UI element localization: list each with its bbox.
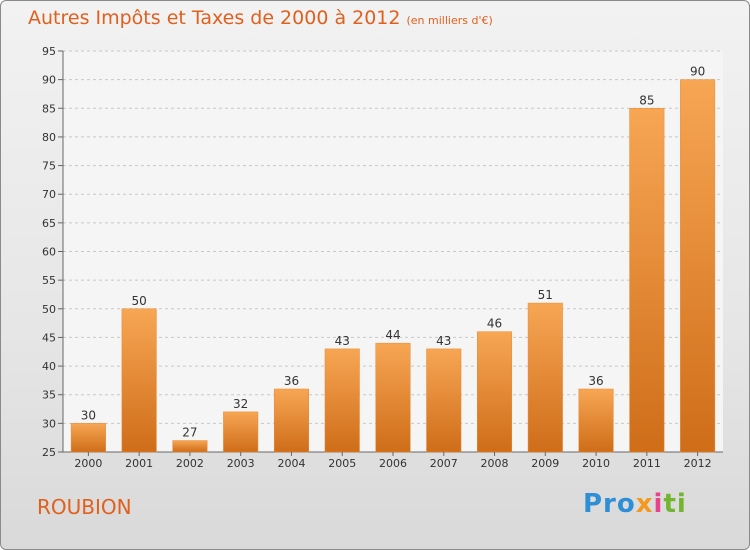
value-label-2004: 36 [284,374,299,388]
y-tick-label: 75 [42,160,56,173]
logo-part-4: ti [663,489,687,519]
value-label-2002: 27 [182,426,197,440]
bar-2001 [121,308,157,453]
bar-2009 [527,302,563,453]
value-label-2009: 51 [538,288,553,302]
x-tick-label-2011: 2011 [633,457,661,470]
x-tick-label-2000: 2000 [74,457,102,470]
x-tick-label-2004: 2004 [277,457,305,470]
value-label-2011: 85 [639,93,654,107]
y-tick-label: 40 [42,360,56,373]
y-tick-label: 45 [42,331,56,344]
x-tick-label-2008: 2008 [481,457,509,470]
x-tick-label-2003: 2003 [227,457,255,470]
logo-part-2: x [635,489,654,519]
bar-2002 [172,440,208,453]
bar-2003 [223,411,259,453]
value-label-2010: 36 [588,374,603,388]
y-tick-label: 60 [42,246,56,259]
y-tick-label: 85 [42,102,56,115]
bar-2007 [426,348,462,453]
y-tick-label: 25 [42,446,56,459]
y-tick-label: 30 [42,417,56,430]
x-tick-label-2002: 2002 [176,457,204,470]
value-label-2006: 44 [385,328,400,342]
value-label-2000: 30 [81,408,96,422]
x-tick-label-2001: 2001 [125,457,153,470]
value-label-2007: 43 [436,334,451,348]
bar-2000 [70,423,106,453]
value-label-2005: 43 [335,334,350,348]
proxiti-logo: Proxiti [583,489,687,519]
x-tick-label-2007: 2007 [430,457,458,470]
bar-2012 [680,79,716,453]
y-tick-label: 35 [42,389,56,402]
value-label-2008: 46 [487,317,502,331]
bar-2006 [375,342,411,453]
y-tick-label: 55 [42,274,56,287]
x-tick-label-2005: 2005 [328,457,356,470]
y-tick-label: 80 [42,131,56,144]
value-label-2001: 50 [132,294,147,308]
logo-part-1: Pro [583,489,636,519]
bar-2008 [477,331,513,453]
chart-title-text: Autres Impôts et Taxes de 2000 à 2012 [28,7,401,29]
bar-2011 [629,108,665,453]
y-tick-label: 90 [42,74,56,87]
y-tick-label: 50 [42,303,56,316]
bar-2004 [273,388,309,453]
x-tick-label-2009: 2009 [531,457,559,470]
town-name: ROUBION [37,495,132,519]
y-tick-label: 65 [42,217,56,230]
value-label-2003: 32 [233,397,248,411]
x-tick-label-2010: 2010 [582,457,610,470]
x-tick-label-2012: 2012 [684,457,712,470]
bar-2010 [578,388,614,453]
y-tick-label: 95 [42,45,56,58]
chart-title: Autres Impôts et Taxes de 2000 à 2012 (en… [28,7,493,29]
logo-part-3: i [653,489,664,519]
y-tick-label: 70 [42,188,56,201]
value-label-2012: 90 [690,65,705,79]
bar-2005 [324,348,360,453]
chart-unit: (en milliers d'€) [406,14,493,27]
x-tick-label-2006: 2006 [379,457,407,470]
